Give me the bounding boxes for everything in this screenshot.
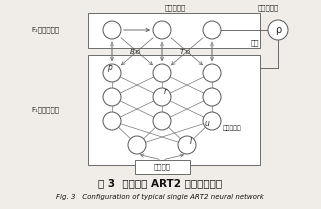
Text: r: r	[163, 87, 167, 96]
Circle shape	[128, 136, 146, 154]
Circle shape	[153, 112, 171, 130]
Text: 图 3  典型的单 ART2 神经网络结构: 图 3 典型的单 ART2 神经网络结构	[98, 178, 222, 188]
Text: I: I	[190, 136, 192, 145]
Circle shape	[153, 21, 171, 39]
Text: 输入矢量: 输入矢量	[153, 164, 170, 170]
Circle shape	[103, 112, 121, 130]
Text: 归一化处理: 归一化处理	[223, 125, 241, 131]
Text: p: p	[107, 64, 111, 73]
Text: u: u	[204, 119, 209, 127]
Circle shape	[203, 64, 221, 82]
Text: Fig. 3   Configuration of typical single ART2 neural network: Fig. 3 Configuration of typical single A…	[56, 194, 264, 200]
Text: D: D	[136, 50, 140, 55]
Circle shape	[153, 64, 171, 82]
Text: 重置: 重置	[251, 40, 259, 46]
Circle shape	[103, 64, 121, 82]
Text: 注意子系统: 注意子系统	[164, 5, 186, 11]
Circle shape	[178, 136, 196, 154]
Circle shape	[103, 88, 121, 106]
Text: 调整子系统: 调整子系统	[257, 5, 279, 11]
Bar	[88, 55, 260, 165]
Text: F₁（识别层）: F₁（识别层）	[31, 107, 59, 113]
Circle shape	[103, 21, 121, 39]
Circle shape	[153, 88, 171, 106]
Text: T: T	[180, 49, 184, 55]
Circle shape	[203, 21, 221, 39]
Text: D: D	[186, 50, 190, 55]
Bar	[135, 160, 190, 174]
Text: F₂（识别层）: F₂（识别层）	[31, 27, 59, 33]
Circle shape	[203, 112, 221, 130]
Text: B: B	[130, 49, 134, 55]
Bar	[88, 13, 260, 48]
Circle shape	[203, 88, 221, 106]
Text: ρ: ρ	[275, 25, 281, 35]
Circle shape	[268, 20, 288, 40]
